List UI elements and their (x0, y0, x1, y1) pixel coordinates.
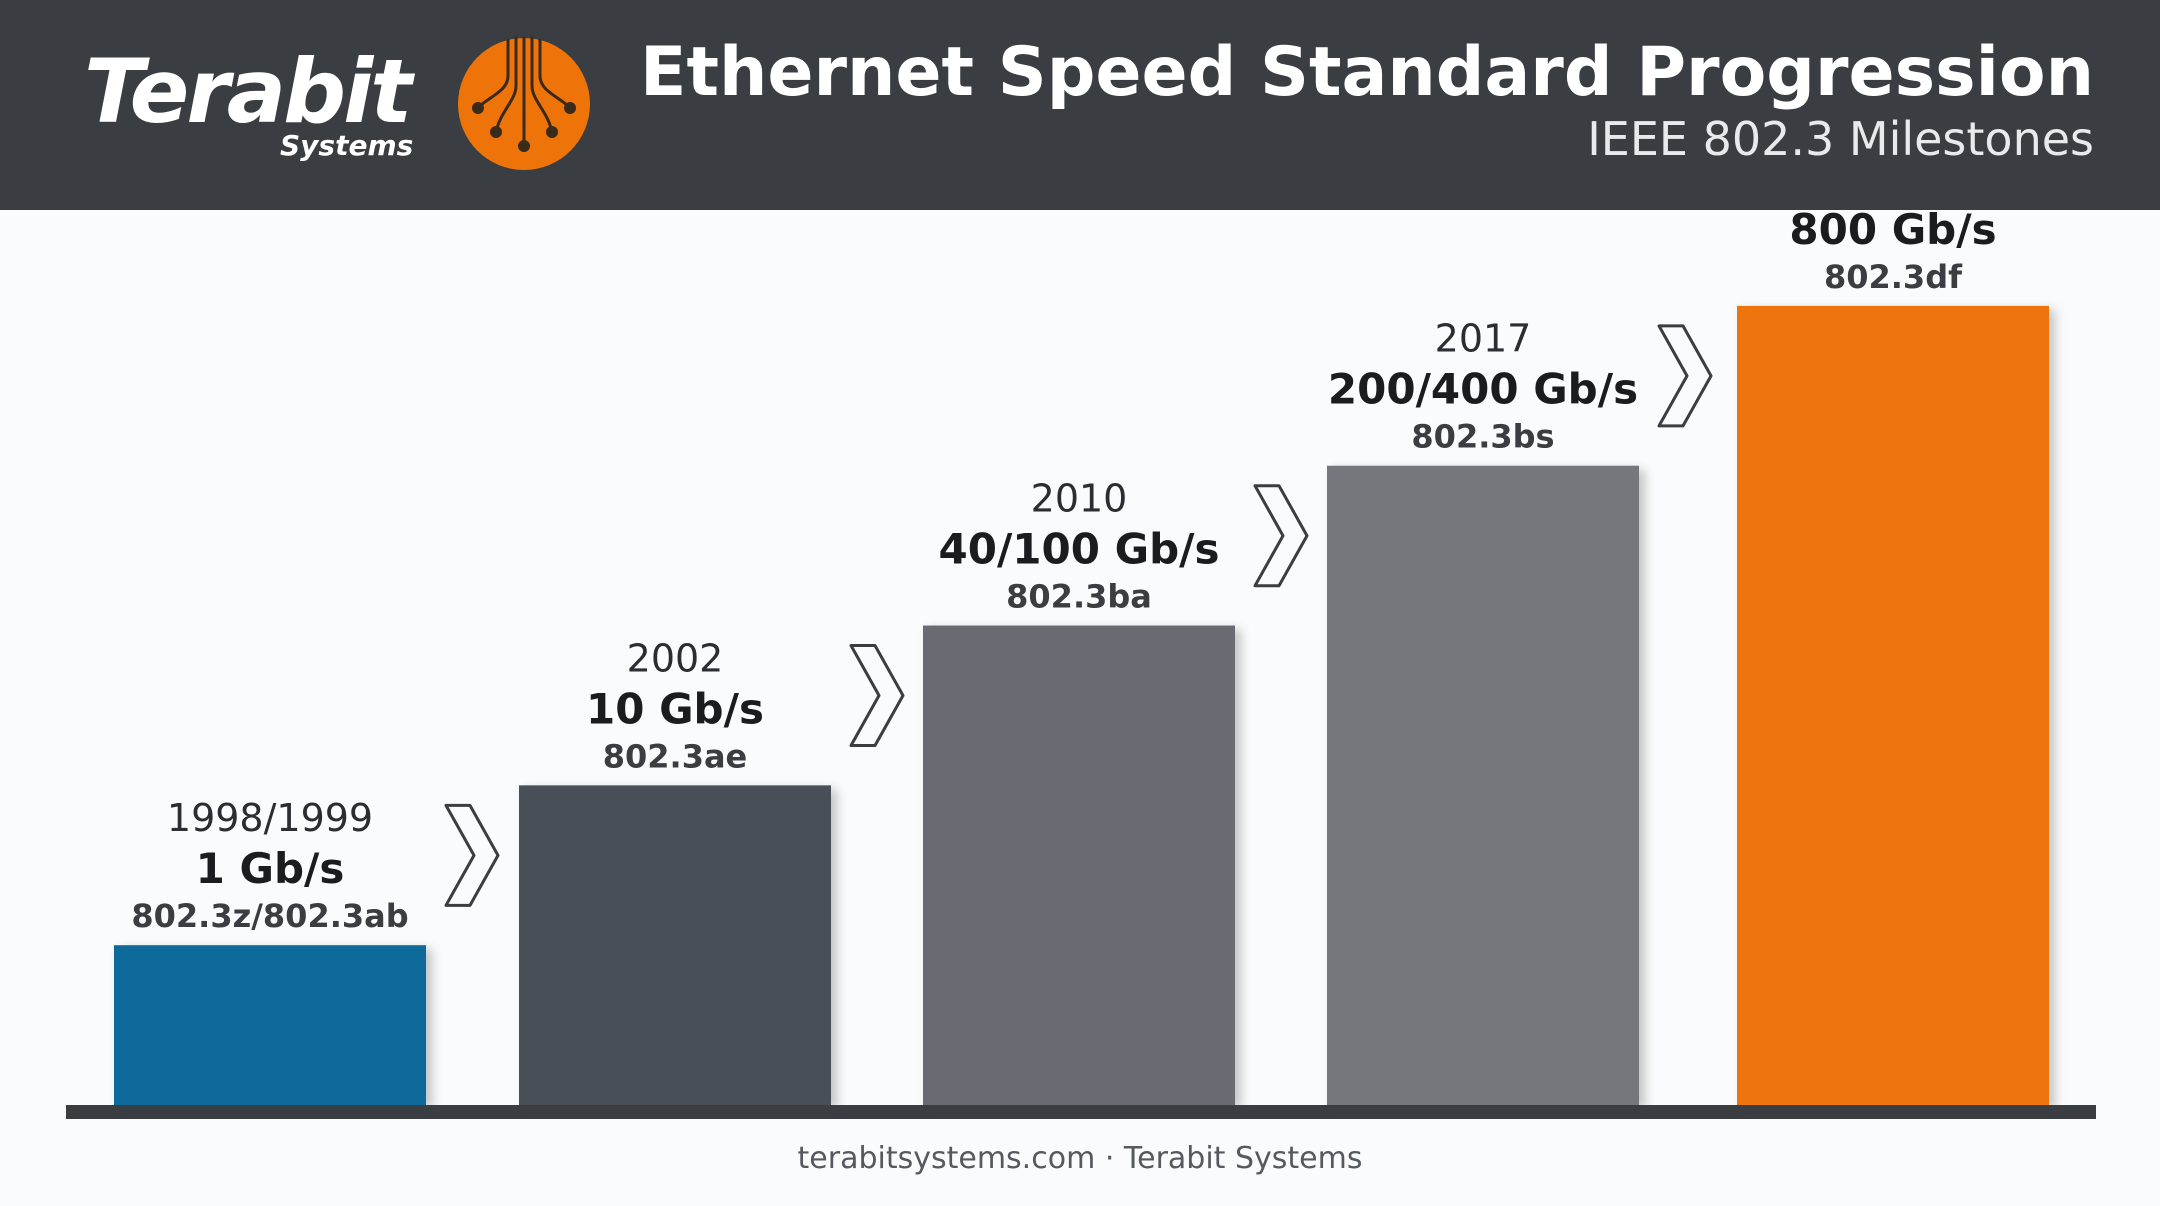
bar-1 (519, 785, 831, 1105)
speed-label-4: 800 Gb/s (1789, 210, 1996, 254)
circuit-logo-icon (458, 36, 590, 170)
standard-label-0: 802.3z/802.3ab (131, 897, 408, 935)
year-label-2: 2010 (1031, 477, 1128, 521)
footer-credit: terabitsystems.com · Terabit Systems (797, 1141, 1363, 1176)
bar-2 (923, 625, 1235, 1105)
bar-3 (1327, 465, 1639, 1105)
chevron-right-icon-0 (444, 803, 500, 907)
header-banner: Terabit Systems Ethernet Speed Standard … (0, 0, 2160, 210)
standard-label-3: 802.3bs (1411, 418, 1554, 456)
year-label-1: 2002 (627, 636, 724, 680)
page-title: Ethernet Speed Standard Progression (640, 33, 2094, 112)
standard-label-2: 802.3ba (1006, 578, 1152, 616)
bar-0 (114, 945, 426, 1105)
year-label-3: 2017 (1435, 317, 1532, 361)
standard-label-1: 802.3ae (603, 737, 748, 775)
speed-label-0: 1 Gb/s (196, 844, 345, 893)
chevron-right-icon-3 (1657, 324, 1713, 428)
standard-label-4: 802.3df (1824, 258, 1963, 296)
speed-label-1: 10 Gb/s (586, 684, 764, 733)
bar-4 (1737, 305, 2049, 1106)
chart-baseline (66, 1105, 2096, 1119)
speed-label-3: 200/400 Gb/s (1328, 365, 1638, 414)
speed-label-2: 40/100 Gb/s (939, 525, 1220, 574)
logo-subtitle: Systems (280, 129, 414, 162)
logo-wordmark: Terabit (84, 40, 412, 143)
year-label-0: 1998/1999 (167, 796, 373, 840)
page-subtitle: IEEE 802.3 Milestones (1587, 112, 2094, 166)
chevron-right-icon-1 (849, 644, 905, 748)
chevron-right-icon-2 (1253, 484, 1309, 588)
